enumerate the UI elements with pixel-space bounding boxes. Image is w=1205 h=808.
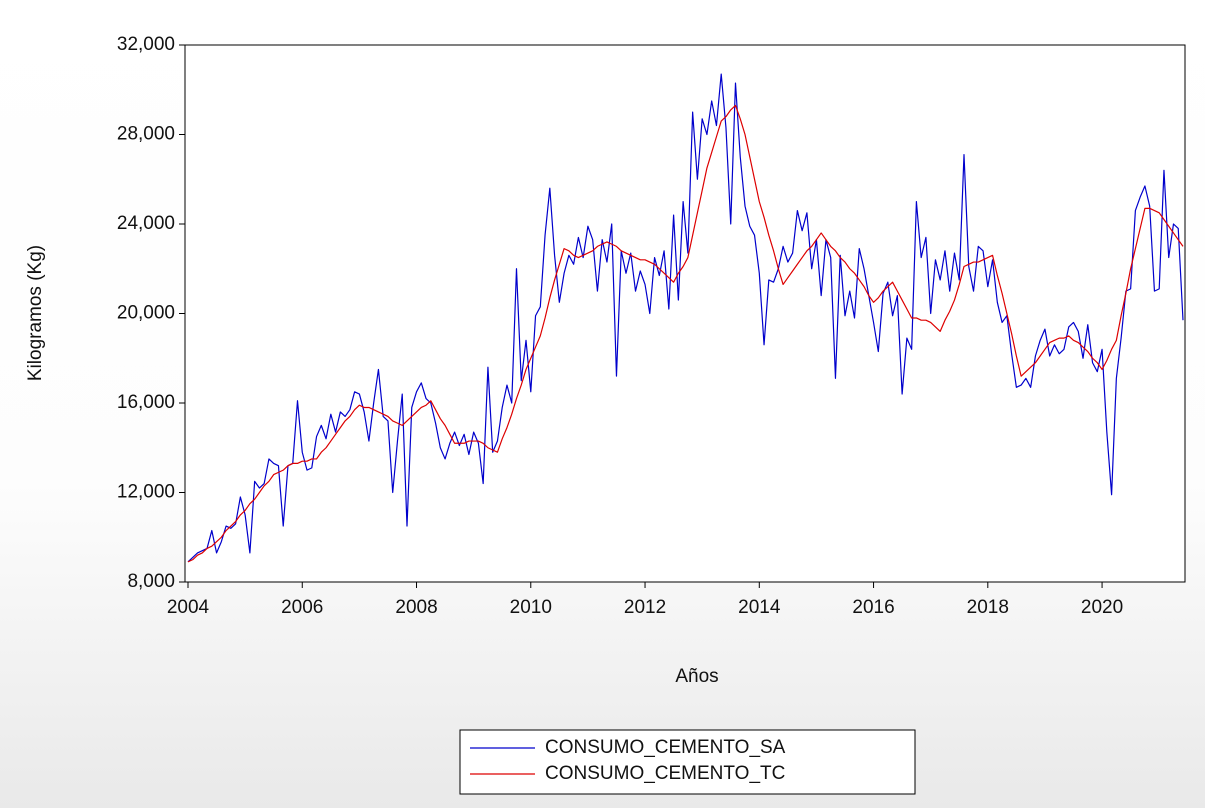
y-tick-label: 24,000 [117, 213, 175, 234]
x-tick-label: 2018 [967, 597, 1009, 618]
y-tick-label: 12,000 [117, 482, 175, 503]
plot-area [184, 44, 1186, 583]
x-tick-label: 2016 [852, 597, 894, 618]
x-tick-label: 2014 [738, 597, 781, 618]
x-tick-label: 2008 [395, 597, 437, 618]
y-tick-label: 32,000 [117, 34, 175, 55]
x-tick-label: 2012 [624, 597, 666, 618]
legend [459, 729, 916, 795]
y-tick-label: 8,000 [127, 571, 175, 592]
series-line [187, 104, 1184, 563]
y-tick-label: 28,000 [117, 124, 175, 145]
y-axis-label: Kilogramos (Kg) [25, 245, 46, 381]
legend-label: CONSUMO_CEMENTO_TC [545, 763, 785, 784]
x-tick-label: 2004 [167, 597, 210, 618]
series-line [187, 73, 1184, 563]
x-tick-label: 2020 [1081, 597, 1123, 618]
y-tick-label: 20,000 [117, 303, 175, 324]
x-tick-label: 2010 [510, 597, 552, 618]
legend-label: CONSUMO_CEMENTO_SA [545, 737, 786, 758]
y-tick-label: 16,000 [117, 392, 175, 413]
x-axis-label: Años [675, 666, 718, 687]
x-tick-label: 2006 [281, 597, 323, 618]
